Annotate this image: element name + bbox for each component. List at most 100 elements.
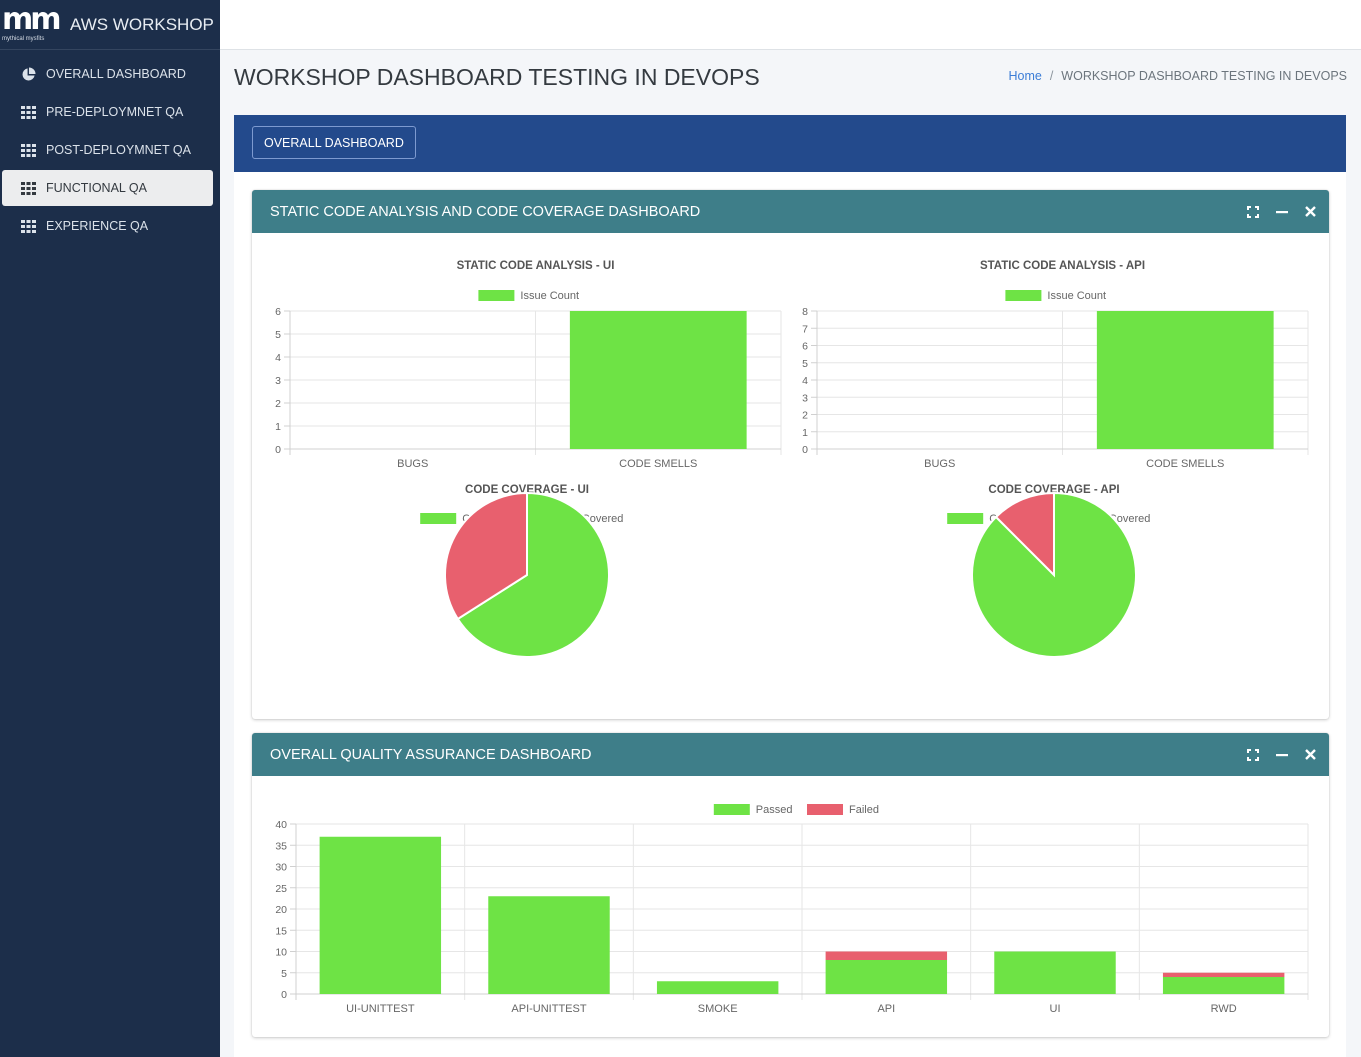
sidebar-item-label: OVERALL DASHBOARD xyxy=(46,67,186,81)
y-tick-label: 5 xyxy=(275,329,281,341)
x-tick-label: BUGS xyxy=(924,458,955,470)
breadcrumb-home-link[interactable]: Home xyxy=(1008,69,1042,83)
legend-label: Issue Count xyxy=(1047,290,1106,302)
y-tick-label: 5 xyxy=(281,968,287,980)
code-coverage-api-chart: CODE COVERAGE - APICoveredNot Covered xyxy=(947,484,1150,658)
minimize-icon[interactable] xyxy=(1273,203,1290,220)
sidebar-item-label: PRE-DEPLOYMNET QA xyxy=(46,105,184,119)
sidebar-item-label: FUNCTIONAL QA xyxy=(46,181,147,195)
y-tick-label: 30 xyxy=(275,862,287,874)
dashboard-card: OVERALL DASHBOARD STATIC CODE ANALYSIS A… xyxy=(234,115,1346,1057)
grid-icon xyxy=(20,218,37,235)
y-tick-label: 4 xyxy=(802,375,808,387)
page-title: WORKSHOP DASHBOARD TESTING IN DEVOPS xyxy=(234,64,760,90)
overall-dashboard-button[interactable]: OVERALL DASHBOARD xyxy=(252,126,416,159)
y-tick-label: 2 xyxy=(275,398,281,410)
bar-passed xyxy=(994,951,1116,994)
breadcrumb-separator: / xyxy=(1049,69,1054,83)
pie-slice-not-covered xyxy=(994,491,1055,578)
static-analysis-ui-chart: STATIC CODE ANALYSIS - UI Issue Count 0 1 2 3… xyxy=(275,260,782,470)
chart-title: STATIC CODE ANALYSIS - UI xyxy=(457,260,615,272)
y-tick-label: 2 xyxy=(802,410,808,422)
y-tick-label: 10 xyxy=(275,947,287,959)
x-tick-label: API xyxy=(877,1003,895,1015)
x-tick-label: CODE SMELLS xyxy=(619,458,697,470)
x-tick-label: CODE SMELLS xyxy=(1146,458,1224,470)
pie-chart-icon xyxy=(20,66,37,83)
y-tick-label: 15 xyxy=(275,925,287,937)
bar-passed xyxy=(1162,977,1285,994)
close-icon[interactable] xyxy=(1302,746,1319,763)
bar-passed xyxy=(488,896,610,994)
quality-assurance-panel: OVERALL QUALITY ASSURANCE DASHBOARD Pass… xyxy=(252,733,1329,1037)
pie-slice-covered xyxy=(456,491,610,658)
legend-swatch xyxy=(420,513,457,524)
breadcrumb: Home / WORKSHOP DASHBOARD TESTING IN DEV… xyxy=(1008,69,1347,83)
chart-title: CODE COVERAGE - UI xyxy=(465,484,589,496)
code-coverage-ui-chart: CODE COVERAGE - UICoveredNot Covered xyxy=(420,484,623,658)
panel-tools xyxy=(1244,746,1319,763)
bar-issue-count xyxy=(1096,311,1274,449)
panel-tools xyxy=(1244,203,1319,220)
bar-failed xyxy=(1162,972,1285,977)
panel-header: OVERALL QUALITY ASSURANCE DASHBOARD xyxy=(252,733,1329,776)
chart-title: STATIC CODE ANALYSIS - API xyxy=(980,260,1145,272)
brand-title: AWS WORKSHOP xyxy=(70,14,214,34)
y-tick-label: 7 xyxy=(802,323,808,335)
legend-swatch xyxy=(807,804,843,815)
minimize-icon[interactable] xyxy=(1273,746,1290,763)
quality-assurance-chart: Passed Failed 0 5 10 15 20 25 30 35 40 UI-UNITTEST A… xyxy=(275,804,1309,1015)
sidebar-item-pre-deployment-qa[interactable]: PRE-DEPLOYMNET QA xyxy=(2,94,213,130)
y-tick-label: 4 xyxy=(275,352,281,364)
bar-passed xyxy=(656,981,779,994)
x-tick-label: RWD xyxy=(1211,1003,1237,1015)
brand-logo: mm mythical mysfits xyxy=(2,1,62,42)
sidebar-item-label: EXPERIENCE QA xyxy=(46,219,149,233)
sidebar-item-post-deployment-qa[interactable]: POST-DEPLOYMNET QA xyxy=(2,132,213,168)
grid-icon xyxy=(20,104,37,121)
y-tick-label: 3 xyxy=(275,375,281,387)
legend-label: Issue Count xyxy=(520,290,579,302)
x-tick-label: SMOKE xyxy=(698,1003,738,1015)
bar-failed xyxy=(825,951,948,960)
pie-slice-not-covered xyxy=(444,491,528,621)
y-tick-label: 1 xyxy=(275,421,281,433)
static-analysis-panel: STATIC CODE ANALYSIS AND CODE COVERAGE D… xyxy=(252,190,1329,719)
legend-label: Failed xyxy=(849,804,879,816)
y-tick-label: 6 xyxy=(802,341,808,353)
sidebar: mm mythical mysfits AWS WORKSHOP OVERALL… xyxy=(0,0,220,1057)
x-tick-label: BUGS xyxy=(397,458,428,470)
y-tick-label: 6 xyxy=(275,306,281,318)
legend-swatch xyxy=(1005,290,1042,301)
close-icon[interactable] xyxy=(1302,203,1319,220)
static-analysis-api-chart: STATIC CODE ANALYSIS - API Issue Count 0 1 2… xyxy=(802,260,1309,470)
y-tick-label: 35 xyxy=(275,840,287,852)
y-tick-label: 0 xyxy=(275,444,281,456)
y-tick-label: 0 xyxy=(281,989,287,1001)
y-tick-label: 3 xyxy=(802,392,808,404)
y-tick-label: 20 xyxy=(275,904,287,916)
x-tick-label: UI xyxy=(1050,1003,1061,1015)
maximize-icon[interactable] xyxy=(1244,746,1261,763)
panel-title: OVERALL QUALITY ASSURANCE DASHBOARD xyxy=(270,746,592,763)
y-tick-label: 5 xyxy=(802,358,808,370)
x-tick-label: API-UNITTEST xyxy=(511,1003,586,1015)
grid-icon xyxy=(20,180,37,197)
top-navbar xyxy=(220,0,1361,50)
sidebar-item-overall-dashboard[interactable]: OVERALL DASHBOARD xyxy=(2,56,213,92)
y-tick-label: 25 xyxy=(275,883,287,895)
sidebar-item-experience-qa[interactable]: EXPERIENCE QA xyxy=(2,208,213,244)
bar-issue-count xyxy=(569,311,747,449)
chart-title: CODE COVERAGE - API xyxy=(988,484,1119,496)
sidebar-item-functional-qa[interactable]: FUNCTIONAL QA xyxy=(2,170,213,206)
maximize-icon[interactable] xyxy=(1244,203,1261,220)
x-tick-label: UI-UNITTEST xyxy=(346,1003,415,1015)
panel-title: STATIC CODE ANALYSIS AND CODE COVERAGE D… xyxy=(270,203,701,220)
sidebar-item-label: POST-DEPLOYMNET QA xyxy=(46,143,191,157)
y-tick-label: 40 xyxy=(275,819,287,831)
brand[interactable]: mm mythical mysfits AWS WORKSHOP xyxy=(0,0,220,50)
legend-swatch xyxy=(713,804,750,815)
y-tick-label: 8 xyxy=(802,306,808,318)
card-header: OVERALL DASHBOARD xyxy=(234,115,1346,172)
grid-icon xyxy=(20,142,37,159)
